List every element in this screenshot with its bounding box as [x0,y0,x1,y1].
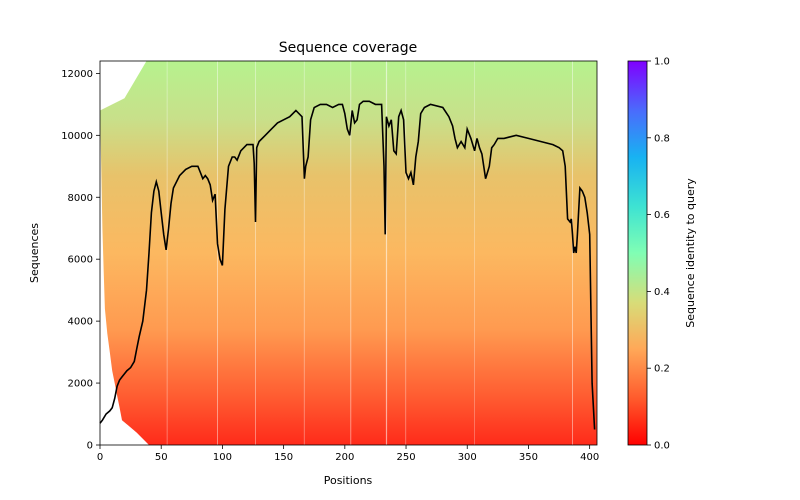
colorbar-ticks: 0.0 0.2 0.4 0.6 0.8 1.0 [647,57,670,452]
coverage-gap-6 [405,61,407,445]
coverage-gaps [166,61,573,445]
coverage-gap-2 [255,61,256,445]
plot-frame [99,60,598,446]
x-tick-label-50: 50 [155,452,168,463]
y-tick-label-12000: 12000 [61,69,93,80]
coverage-gap-3 [303,61,305,445]
x-tick-label-100: 100 [213,452,232,463]
colorbar-tick-label-0: 0.0 [654,441,670,452]
y-tick-label-10000: 10000 [61,131,93,142]
colorbar: 0.0 0.2 0.4 0.6 0.8 1.0 Sequence identity to … [627,57,697,452]
y-tick-label-8000: 8000 [68,193,93,204]
colorbar-label: Sequence identity to query [684,178,697,328]
coverage-heatmap [100,61,597,445]
colorbar-tick-label-1: 0.2 [654,364,670,375]
y-axis-label: Sequences [28,223,41,283]
y-tick-label-2000: 2000 [68,379,93,390]
colorbar-tick-label-4: 0.8 [654,133,670,144]
y-axis: 0 2000 4000 6000 8000 10000 12000 [61,69,100,452]
coverage-line [99,100,596,430]
colorbar-tick-label-2: 0.4 [654,287,670,298]
coverage-gap-8 [572,61,573,445]
coverage-gap-1 [217,61,218,445]
x-axis-label: Positions [324,474,373,487]
x-tick-label-200: 200 [335,452,354,463]
colorbar-gradient [627,60,648,446]
colorbar-tick-label-5: 1.0 [654,57,670,68]
y-tick-label-6000: 6000 [68,255,93,266]
y-tick-label-0: 0 [87,441,93,452]
colorbar-tick-label-3: 0.6 [654,210,670,221]
x-tick-label-300: 300 [458,452,477,463]
y-tick-label-4000: 4000 [68,317,93,328]
coverage-gap-0 [166,61,168,445]
x-tick-label-150: 150 [274,452,293,463]
chart-title: Sequence coverage [279,40,418,56]
coverage-gap-5 [385,61,388,445]
x-tick-label-400: 400 [580,452,599,463]
coverage-gap-4 [350,61,352,445]
x-tick-label-250: 250 [396,452,415,463]
x-axis: 0 50 100 150 200 250 300 350 400 [97,445,599,463]
x-tick-label-350: 350 [519,452,538,463]
coverage-gap-7 [474,61,475,445]
plot-area [99,60,598,446]
x-tick-label-0: 0 [97,452,103,463]
